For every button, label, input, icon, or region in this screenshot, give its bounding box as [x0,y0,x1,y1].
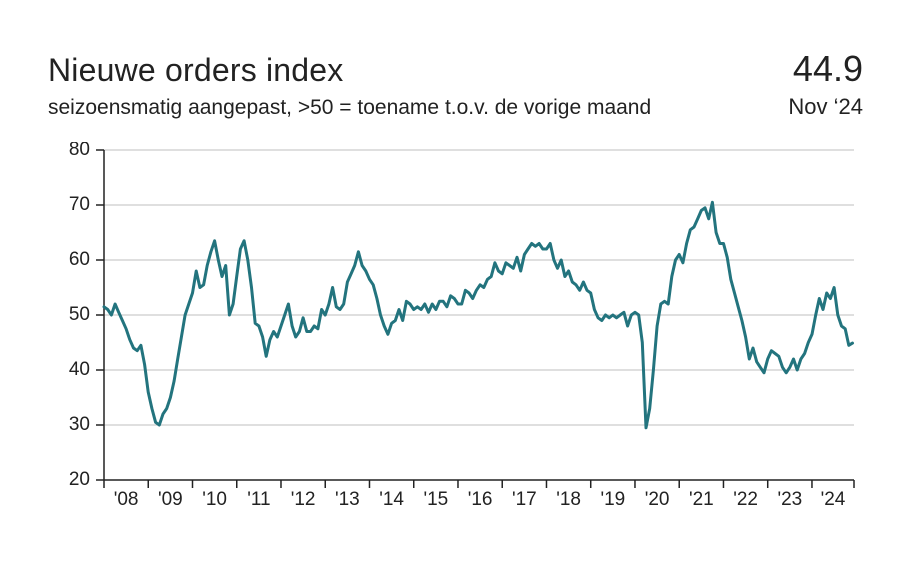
chart-svg: 20 30 40 50 60 70 80 '08 '09 '10 '11 '12 '13 '14 '15 '1… [48,142,863,542]
svg-text:'17: '17 [512,489,537,510]
subtitle-row: seizoensmatig aangepast, >50 = toename t… [48,94,863,120]
chart-title: Nieuwe orders index [48,52,344,89]
svg-text:20: 20 [69,469,90,490]
chart-plot: 20 30 40 50 60 70 80 '08 '09 '10 '11 '12 '13 '14 '15 '1… [48,142,863,542]
chart-container: Nieuwe orders index 44.9 seizoensmatig a… [0,0,911,580]
svg-text:60: 60 [69,249,90,270]
svg-text:40: 40 [69,359,90,380]
svg-text:'15: '15 [423,489,448,510]
svg-text:'22: '22 [733,489,758,510]
svg-text:'19: '19 [600,489,625,510]
svg-text:'14: '14 [379,489,404,510]
svg-text:'11: '11 [247,489,270,510]
svg-text:50: 50 [69,304,90,325]
period-label: Nov ‘24 [788,94,863,120]
svg-text:70: 70 [69,194,90,215]
svg-text:'13: '13 [335,489,360,510]
svg-text:'24: '24 [821,489,846,510]
latest-value: 44.9 [793,48,863,90]
svg-text:80: 80 [69,142,90,160]
svg-text:'21: '21 [689,489,714,510]
svg-text:'23: '23 [777,489,802,510]
svg-text:'09: '09 [158,489,183,510]
svg-text:'20: '20 [645,489,670,510]
title-row: Nieuwe orders index 44.9 [48,48,863,90]
chart-subtitle: seizoensmatig aangepast, >50 = toename t… [48,96,651,120]
svg-text:'12: '12 [291,489,316,510]
svg-text:'08: '08 [114,489,139,510]
svg-text:'16: '16 [468,489,493,510]
chart-header: Nieuwe orders index 44.9 seizoensmatig a… [48,48,863,120]
svg-text:30: 30 [69,414,90,435]
svg-text:'18: '18 [556,489,581,510]
svg-text:'10: '10 [202,489,227,510]
